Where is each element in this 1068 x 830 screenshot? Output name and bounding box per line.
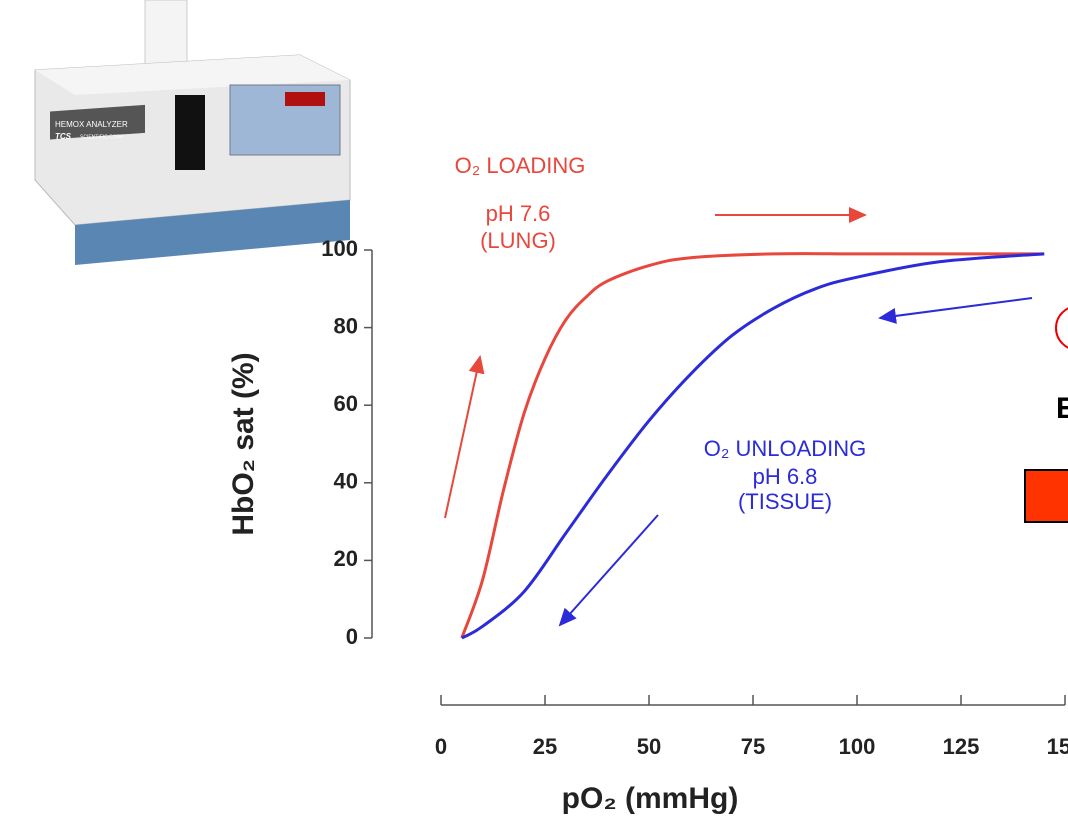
arrow <box>880 298 1032 318</box>
x-tick-label: 0 <box>435 734 447 759</box>
circle <box>1056 306 1068 350</box>
cutoff-text: E <box>1056 392 1068 425</box>
y-tick-label: 100 <box>321 236 358 261</box>
annotation: O₂ LOADING <box>455 153 586 178</box>
device-brand: TCS <box>55 132 72 141</box>
annotation: (TISSUE) <box>738 489 832 514</box>
x-tick-label: 125 <box>943 734 980 759</box>
x-tick-label: 150 <box>1047 734 1068 759</box>
y-tick-label: 0 <box>346 624 358 649</box>
y-tick-label: 40 <box>334 469 358 494</box>
x-axis-title: pO₂ (mmHg) <box>562 782 739 815</box>
arrow <box>445 357 480 518</box>
slide: HEMOX ANALYZER TCS SCIENTIFIC CORP E O₂ … <box>0 0 1068 830</box>
x-tick-label: 100 <box>839 734 876 759</box>
y-tick-label: 20 <box>334 546 358 571</box>
device-maker: SCIENTIFIC CORP <box>80 134 124 140</box>
device-photo: HEMOX ANALYZER TCS SCIENTIFIC CORP <box>35 0 350 265</box>
y-tick-label: 60 <box>334 391 358 416</box>
page: HEMOX ANALYZER TCS SCIENTIFIC CORP E O₂ … <box>0 0 1068 830</box>
annotation: O₂ UNLOADING <box>704 436 867 461</box>
arrow <box>560 515 658 625</box>
x-tick-label: 75 <box>741 734 765 759</box>
device-label: HEMOX ANALYZER <box>55 120 128 129</box>
y-tick-label: 80 <box>334 313 358 338</box>
annotation: pH 7.6 <box>486 201 551 226</box>
annotation: (LUNG) <box>480 228 556 253</box>
x-tick-label: 25 <box>533 734 557 759</box>
box <box>1025 470 1068 522</box>
x-tick-label: 50 <box>637 734 661 759</box>
y-axis-title: HbO₂ sat (%) <box>227 352 260 535</box>
annotation: pH 6.8 <box>753 464 818 489</box>
